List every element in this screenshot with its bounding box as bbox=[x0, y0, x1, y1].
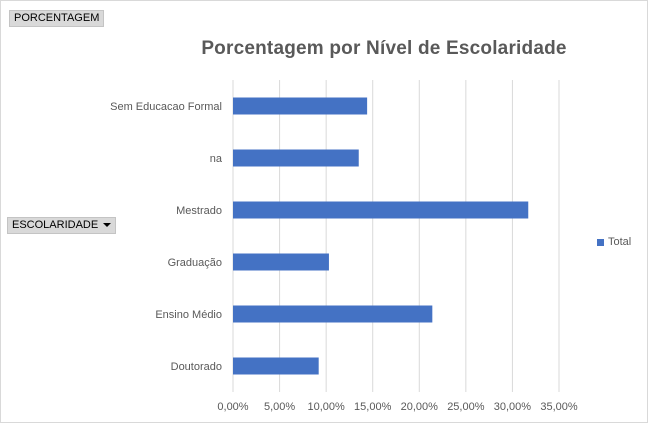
axis-field-filter-button[interactable]: ESCOLARIDADE bbox=[7, 217, 117, 234]
bar[interactable] bbox=[233, 97, 368, 115]
legend-label: Total bbox=[608, 236, 632, 248]
bar[interactable] bbox=[233, 253, 329, 271]
dropdown-arrow-icon bbox=[103, 223, 112, 228]
x-tick-label: 0,00% bbox=[217, 401, 248, 413]
bar[interactable] bbox=[233, 201, 529, 219]
category-label: Doutorado bbox=[171, 361, 222, 373]
category-label: Sem Educacao Formal bbox=[110, 101, 222, 113]
x-tick-label: 15,00% bbox=[354, 401, 392, 413]
axis-field-label: ESCOLARIDADE bbox=[12, 219, 99, 231]
category-label: na bbox=[210, 153, 223, 165]
category-label: Mestrado bbox=[176, 205, 222, 217]
bar[interactable] bbox=[233, 149, 359, 167]
bar[interactable] bbox=[233, 357, 319, 375]
x-tick-label: 5,00% bbox=[264, 401, 295, 413]
x-tick-label: 10,00% bbox=[307, 401, 345, 413]
legend-swatch-icon bbox=[597, 238, 604, 246]
x-tick-label: 25,00% bbox=[447, 401, 485, 413]
x-tick-label: 30,00% bbox=[494, 401, 532, 413]
bar[interactable] bbox=[233, 305, 433, 323]
category-label: Graduação bbox=[168, 257, 222, 269]
chart-title: Porcentagem por Nível de Escolaridade bbox=[201, 38, 567, 59]
value-field-button[interactable]: PORCENTAGEM bbox=[9, 10, 105, 27]
category-label: Ensino Médio bbox=[155, 309, 222, 321]
x-tick-label: 35,00% bbox=[540, 401, 578, 413]
x-tick-label: 20,00% bbox=[401, 401, 439, 413]
legend: Total bbox=[597, 236, 631, 248]
